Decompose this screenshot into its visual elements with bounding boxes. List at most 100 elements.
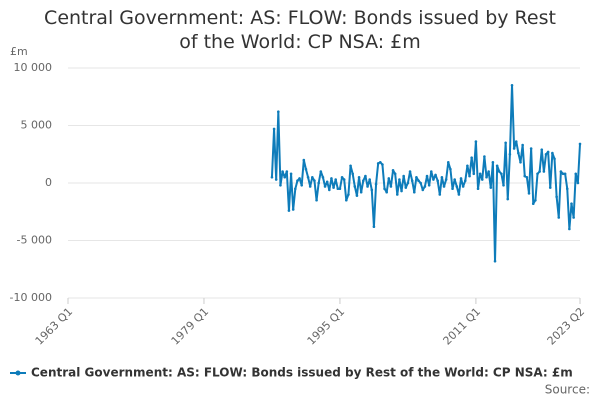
data-point xyxy=(514,140,518,143)
data-point xyxy=(436,179,439,182)
data-point xyxy=(285,170,289,173)
x-tick-label: 2023 Q2 xyxy=(545,305,588,348)
data-point xyxy=(387,177,391,180)
data-point xyxy=(321,175,325,179)
x-tick-label: 2011 Q1 xyxy=(441,305,484,348)
data-point xyxy=(563,172,567,176)
data-point xyxy=(474,140,478,143)
data-point xyxy=(440,175,444,179)
data-point xyxy=(349,164,352,168)
y-axis-label: £m xyxy=(10,45,28,58)
data-point xyxy=(359,190,363,194)
data-point xyxy=(548,186,552,189)
data-point xyxy=(306,175,310,179)
data-point xyxy=(485,175,488,179)
data-point xyxy=(578,142,582,146)
data-point xyxy=(362,179,365,182)
data-point xyxy=(504,141,507,145)
y-tick-label: 0 xyxy=(45,176,52,189)
data-point xyxy=(466,164,469,168)
data-point xyxy=(417,179,420,182)
data-point xyxy=(538,170,541,173)
data-point xyxy=(536,172,539,176)
data-point xyxy=(298,177,301,180)
data-point xyxy=(478,172,482,176)
series-line xyxy=(270,84,581,263)
data-point xyxy=(368,178,371,181)
data-point xyxy=(497,170,501,173)
data-point xyxy=(487,170,490,173)
data-point xyxy=(559,170,563,173)
data-point xyxy=(355,194,359,197)
data-point xyxy=(457,193,461,196)
data-point xyxy=(480,178,484,181)
data-point xyxy=(315,198,318,202)
data-point xyxy=(427,184,431,187)
data-point xyxy=(455,185,459,188)
data-point xyxy=(402,174,405,178)
data-point xyxy=(565,187,569,191)
data-point xyxy=(491,161,495,164)
data-point xyxy=(446,161,450,164)
data-point xyxy=(366,185,369,188)
data-point xyxy=(483,155,486,158)
data-point xyxy=(449,167,452,171)
data-point xyxy=(270,175,274,179)
data-point xyxy=(294,187,297,191)
data-point xyxy=(470,156,473,159)
data-point xyxy=(542,170,546,173)
data-point xyxy=(330,177,333,180)
y-tick-label: 10 000 xyxy=(14,61,53,74)
data-point xyxy=(287,209,291,212)
data-point xyxy=(512,147,516,150)
data-point xyxy=(351,172,354,176)
data-point xyxy=(370,188,374,192)
data-point xyxy=(334,178,337,181)
source: Source: xyxy=(545,383,590,397)
data-point xyxy=(568,227,571,231)
data-point xyxy=(325,180,329,184)
data-point xyxy=(408,170,412,173)
data-point xyxy=(557,216,561,219)
legend-marker xyxy=(15,370,21,376)
data-point xyxy=(357,175,361,179)
data-point xyxy=(404,186,408,189)
chart-title: Central Government: AS: FLOW: Bonds issu… xyxy=(44,7,556,53)
data-point xyxy=(553,157,556,161)
data-point xyxy=(364,174,367,178)
data-point xyxy=(489,186,493,189)
data-point xyxy=(551,151,554,155)
data-point xyxy=(313,179,316,182)
data-point xyxy=(317,181,320,185)
data-point xyxy=(476,187,480,191)
data-point xyxy=(398,178,401,181)
data-point xyxy=(389,185,393,188)
data-point xyxy=(319,170,323,173)
data-point xyxy=(421,188,425,192)
data-point xyxy=(277,110,280,113)
data-point xyxy=(523,174,527,178)
data-point xyxy=(342,178,346,181)
y-tick-label: -10 000 xyxy=(10,291,52,304)
data-point xyxy=(304,167,308,171)
x-tick-label: 1995 Q1 xyxy=(305,305,348,348)
data-point xyxy=(374,182,378,186)
data-point xyxy=(385,190,388,194)
data-point xyxy=(534,198,537,202)
data-point xyxy=(472,172,476,176)
data-point xyxy=(444,178,448,181)
data-point xyxy=(381,163,384,166)
data-point xyxy=(279,184,282,187)
data-point xyxy=(519,161,522,164)
data-point xyxy=(345,198,348,202)
data-point xyxy=(274,178,278,181)
data-point xyxy=(308,185,312,188)
data-point xyxy=(517,151,520,155)
data-point xyxy=(391,169,395,172)
data-point xyxy=(383,187,386,191)
data-point xyxy=(555,195,558,199)
data-point xyxy=(302,158,306,162)
data-point xyxy=(372,225,376,228)
data-point xyxy=(395,193,399,196)
